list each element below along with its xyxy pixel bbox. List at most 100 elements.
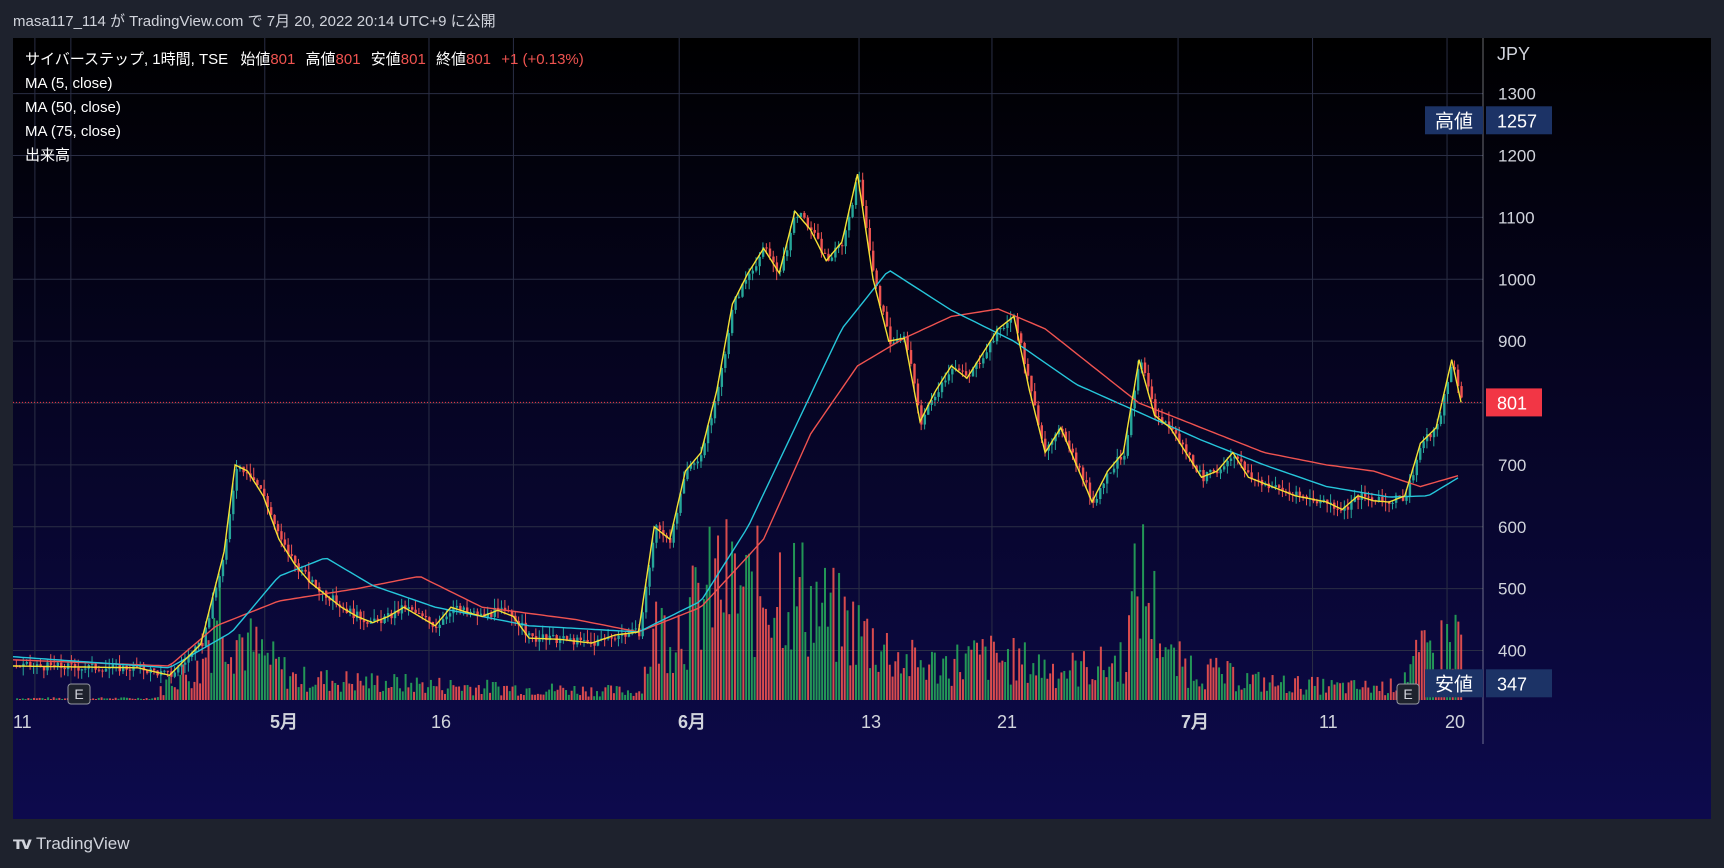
volume-bar	[894, 661, 897, 700]
ohlc-legend-row: サイバーステップ, 1時間, TSE 始値801 高値801 安値801 終値8…	[25, 48, 584, 72]
candle-body	[366, 622, 369, 624]
volume-bar	[1254, 673, 1257, 700]
x-tick-label: 7月	[1181, 712, 1209, 732]
volume-bar	[1035, 675, 1038, 700]
volume-bar	[869, 668, 872, 700]
volume-bar	[1263, 677, 1266, 700]
volume-bar	[1240, 689, 1243, 700]
candle-body	[290, 554, 293, 556]
candle-body	[1185, 444, 1188, 453]
indicator-volume[interactable]: 出来高	[25, 147, 71, 164]
volume-bar	[1111, 663, 1114, 700]
volume-bar	[790, 649, 793, 700]
volume-bar	[1116, 681, 1119, 700]
earnings-marker-label: E	[74, 686, 83, 702]
candle-body	[466, 607, 469, 613]
high-badge-label-box	[1425, 106, 1483, 135]
price-chart[interactable]: JPY4005006007008009001000110012001300高値1…	[13, 38, 1711, 819]
chart-frame[interactable]: JPY4005006007008009001000110012001300高値1…	[13, 38, 1711, 819]
candle-body	[675, 512, 679, 524]
volume-bar	[1308, 679, 1311, 700]
candle-body	[42, 666, 46, 671]
volume-bar	[410, 682, 413, 700]
volume-bar	[1288, 691, 1291, 700]
volume-bar	[1299, 688, 1302, 700]
candle-body	[906, 336, 909, 351]
volume-bar	[190, 688, 193, 700]
candle-body	[235, 469, 238, 491]
candle-body	[1233, 456, 1236, 459]
indicator-ma5[interactable]: MA (5, close)	[25, 75, 113, 92]
volume-bar	[322, 684, 325, 700]
volume-bar	[593, 696, 596, 700]
volume-bar	[63, 698, 66, 700]
current-price-box	[1486, 388, 1542, 417]
candle-body	[689, 464, 693, 469]
candle-body	[435, 626, 438, 628]
volume-bar	[587, 696, 590, 700]
volume-bar	[981, 639, 984, 700]
candle-body	[1081, 467, 1085, 481]
candle-body	[390, 613, 393, 619]
candle-body	[445, 616, 448, 620]
candle-body	[397, 610, 400, 614]
volume-bar	[1170, 644, 1173, 700]
candle-body	[1126, 435, 1130, 456]
indicator-ma50[interactable]: MA (50, close)	[25, 99, 121, 116]
volume-bar	[1291, 692, 1294, 700]
volume-bar	[674, 652, 677, 700]
volume-bar	[1265, 690, 1268, 700]
candle-body	[596, 639, 600, 646]
candle-body	[404, 605, 407, 609]
candle-body	[1171, 427, 1174, 430]
candle-body	[1033, 391, 1037, 406]
volume-bar	[148, 699, 151, 700]
volume-bar	[998, 662, 1001, 700]
volume-bar	[356, 673, 359, 700]
tradingview-brand[interactable]: ᴛᴠ TradingView	[13, 834, 130, 854]
volume-bar	[238, 634, 241, 700]
candle-body	[280, 531, 283, 540]
candle-body	[940, 382, 944, 393]
volume-bar	[1330, 680, 1333, 700]
volume-bar	[455, 686, 458, 700]
candle-body	[758, 256, 761, 267]
volume-bar	[739, 585, 742, 700]
volume-bar	[570, 690, 573, 700]
earnings-marker-2[interactable]	[1396, 683, 1420, 705]
candle-body	[218, 576, 221, 588]
volume-bar	[317, 677, 320, 700]
volume-bar	[925, 679, 928, 700]
indicator-ma75[interactable]: MA (75, close)	[25, 123, 121, 140]
candle-body	[944, 380, 947, 383]
volume-bar	[291, 672, 294, 700]
volume-bar	[311, 686, 314, 700]
volume-bar	[598, 696, 601, 700]
candle-body	[438, 624, 441, 628]
volume-bar	[106, 698, 109, 700]
volume-bar	[137, 697, 140, 700]
volume-bar	[1018, 648, 1021, 700]
volume-bar	[714, 558, 717, 700]
x-tick-label: 16	[431, 712, 451, 732]
high-badge-value-box	[1486, 106, 1552, 135]
volume-bar	[646, 673, 649, 700]
volume-bar	[854, 664, 857, 700]
volume-bar	[680, 648, 683, 700]
ma5-line	[13, 173, 1462, 677]
candle-body	[885, 311, 889, 327]
candle-body	[1009, 317, 1013, 323]
earnings-marker-1[interactable]	[67, 683, 91, 705]
volume-bar	[418, 683, 421, 700]
volume-bar	[131, 698, 134, 700]
candle-body	[638, 628, 641, 637]
volume-bar	[1102, 670, 1105, 700]
candle-body	[1236, 456, 1240, 459]
candle-body	[538, 639, 541, 642]
volume-bar	[1218, 667, 1221, 700]
candle-body	[276, 524, 280, 532]
volume-bar	[835, 661, 838, 700]
candle-body	[29, 662, 32, 667]
x-tick-label: 21	[997, 712, 1017, 732]
candle-body	[208, 618, 211, 628]
